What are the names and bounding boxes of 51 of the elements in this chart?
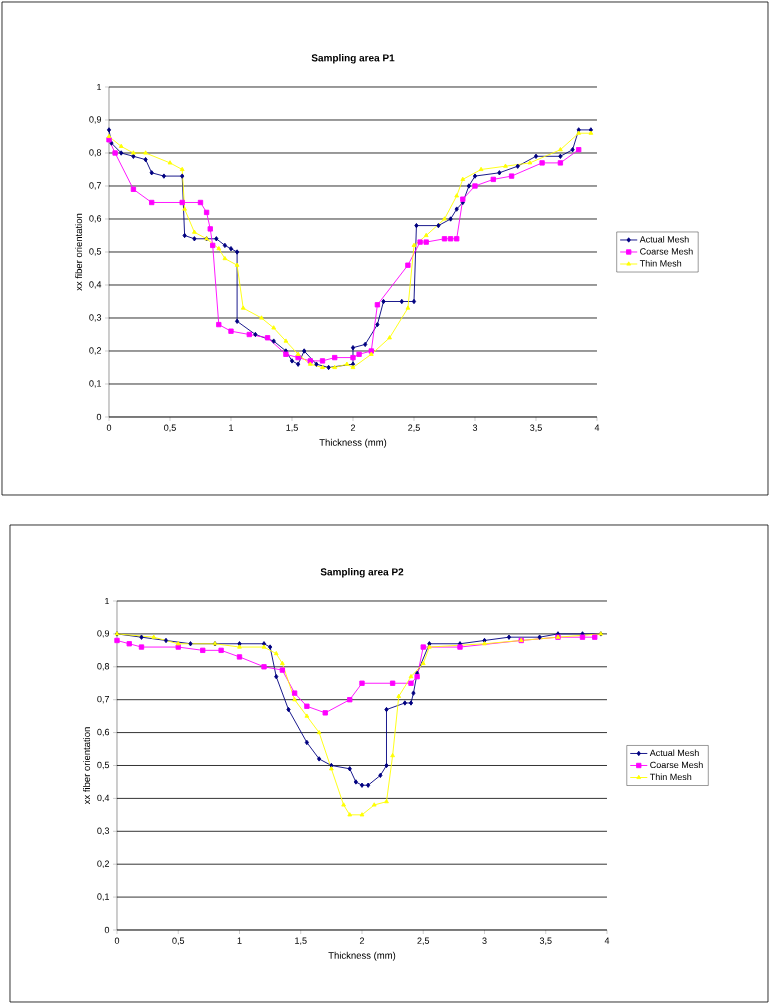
y-tick-label: 0,3 bbox=[97, 827, 110, 835]
x-tick-label: 0,5 bbox=[164, 424, 176, 432]
y-tick-label: 0,8 bbox=[89, 149, 102, 157]
legend-label: Actual Mesh bbox=[649, 749, 699, 757]
legend-label: Actual Mesh bbox=[639, 235, 689, 243]
y-tick-label: 0,6 bbox=[97, 728, 110, 737]
y-tick-label: 0,3 bbox=[89, 314, 102, 322]
y-axis-title: xx fiber orientation bbox=[83, 727, 91, 805]
x-tick-label: 4 bbox=[604, 937, 610, 944]
x-tick-label: 3,5 bbox=[530, 424, 542, 432]
y-tick-label: 0 bbox=[96, 413, 102, 421]
y-tick-label: 0,6 bbox=[89, 215, 102, 223]
y-tick-label: 0,4 bbox=[97, 794, 110, 803]
y-tick-label: 1 bbox=[105, 597, 110, 605]
y-tick-label: 1 bbox=[97, 83, 102, 91]
y-tick-label: 0,9 bbox=[97, 630, 110, 638]
y-tick-label: 0,4 bbox=[89, 281, 102, 289]
x-tick-label: 0,5 bbox=[172, 937, 185, 945]
x-tick-label: 3 bbox=[472, 424, 478, 431]
legend-label: Coarse Mesh bbox=[650, 761, 703, 769]
x-axis-title: Thickness (mm) bbox=[319, 438, 387, 448]
y-tick-label: 0,7 bbox=[89, 182, 102, 190]
legend-label: Coarse Mesh bbox=[640, 247, 693, 255]
x-tick-label: 4 bbox=[594, 424, 600, 431]
x-tick-label: 2,5 bbox=[417, 937, 430, 945]
x-tick-label: 2 bbox=[359, 937, 365, 944]
y-tick-label: 0,2 bbox=[89, 347, 102, 355]
legend-label: Thin Mesh bbox=[649, 773, 692, 781]
y-tick-label: 0,1 bbox=[89, 380, 102, 388]
y-tick-label: 0,8 bbox=[97, 663, 110, 671]
y-tick-label: 0,9 bbox=[89, 116, 102, 124]
chart-title: Sampling area P2 bbox=[320, 568, 404, 578]
y-tick-label: 0,1 bbox=[97, 893, 110, 901]
y-tick-label: 0,2 bbox=[97, 860, 110, 868]
x-tick-label: 1,5 bbox=[286, 424, 298, 432]
x-axis-title: Thickness (mm) bbox=[328, 951, 396, 961]
y-axis-title: xx fiber orientation bbox=[75, 213, 83, 291]
y-tick-label: 0,5 bbox=[89, 248, 102, 256]
x-tick-label: 2 bbox=[350, 424, 356, 431]
legend-label: Thin Mesh bbox=[639, 260, 682, 267]
x-tick-label: 1,5 bbox=[295, 937, 307, 945]
y-tick-label: 0,7 bbox=[97, 695, 110, 704]
x-tick-label: 3 bbox=[482, 937, 487, 944]
x-tick-label: 3,5 bbox=[539, 937, 552, 945]
chart-title: Sampling area P1 bbox=[311, 54, 395, 64]
x-tick-label: 1 bbox=[229, 424, 234, 431]
x-tick-label: 1 bbox=[237, 937, 242, 944]
y-tick-label: 0,5 bbox=[97, 761, 110, 770]
x-tick-label: 0 bbox=[114, 937, 120, 944]
x-tick-label: 2,5 bbox=[408, 424, 420, 432]
y-tick-label: 0 bbox=[104, 926, 110, 934]
